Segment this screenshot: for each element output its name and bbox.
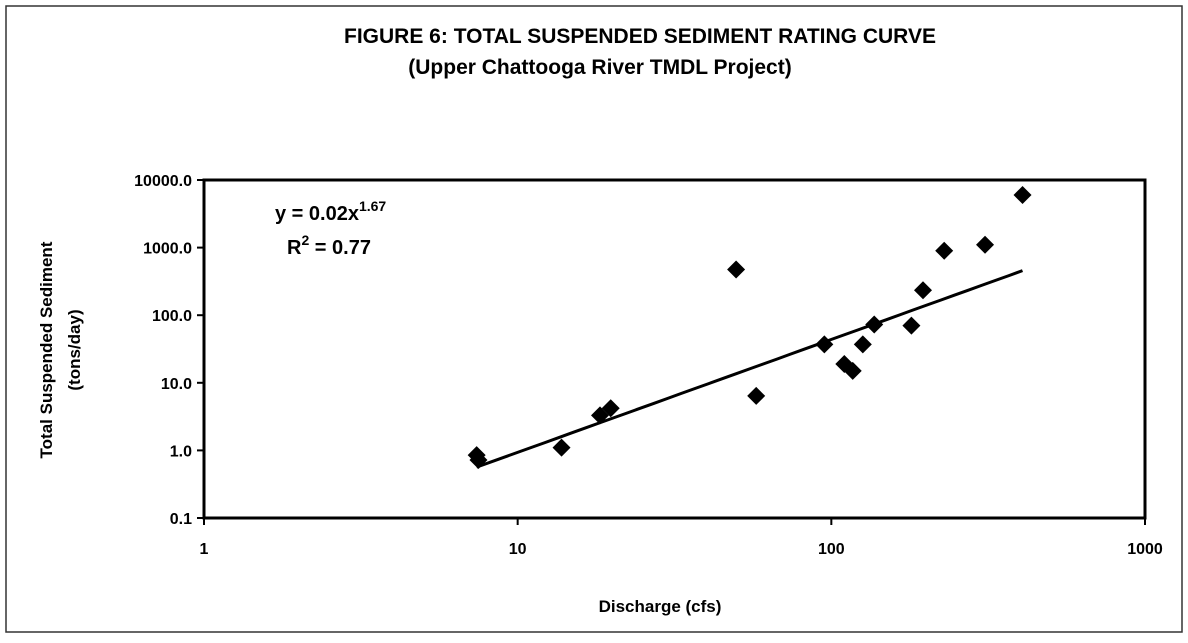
y-axis-label: Total Suspended Sediment xyxy=(37,241,56,458)
plot-area xyxy=(202,178,1147,520)
x-tick-label: 1 xyxy=(200,541,209,558)
frame xyxy=(5,5,1183,633)
data-point xyxy=(1013,185,1032,204)
chart-subtitle: (Upper Chattooga River TMDL Project) xyxy=(408,56,791,79)
y-tick-label: 100.0 xyxy=(152,308,192,325)
y-axis-unit: (tons/day) xyxy=(65,309,84,390)
data-point xyxy=(976,235,995,254)
x-tick-label: 100 xyxy=(818,541,845,558)
data-point xyxy=(747,386,766,405)
x-tick-label: 10 xyxy=(509,541,527,558)
data-point xyxy=(902,316,921,335)
chart-title: FIGURE 6: TOTAL SUSPENDED SEDIMENT RATIN… xyxy=(344,25,936,48)
x-axis-label: Discharge (cfs) xyxy=(599,597,722,616)
r-squared: R2 = 0.77 xyxy=(287,232,371,259)
y-tick-label: 10000.0 xyxy=(134,173,192,190)
data-point xyxy=(601,399,620,418)
data-point xyxy=(914,281,933,300)
data-point xyxy=(469,451,488,470)
data-point xyxy=(865,315,884,334)
data-point xyxy=(815,335,834,354)
y-tick-label: 0.1 xyxy=(170,511,192,528)
y-tick-label: 10.0 xyxy=(161,376,192,393)
data-point xyxy=(843,361,862,380)
y-tick-label: 1000.0 xyxy=(143,241,192,258)
equation-exponent: 1.67 xyxy=(359,198,386,214)
r-squared-base: R xyxy=(287,237,302,259)
data-point xyxy=(935,241,954,260)
x-tick-label: 1000 xyxy=(1127,541,1163,558)
data-point xyxy=(853,335,872,354)
equation-base: y = 0.02x xyxy=(275,203,359,225)
data-point xyxy=(552,438,571,457)
data-point xyxy=(727,260,746,279)
r-squared-exponent: 2 xyxy=(301,232,309,248)
y-tick-label: 1.0 xyxy=(170,443,192,460)
equation: y = 0.02x1.67 xyxy=(275,198,386,225)
r-squared-rest: = 0.77 xyxy=(309,237,371,259)
trendline xyxy=(476,269,1024,469)
